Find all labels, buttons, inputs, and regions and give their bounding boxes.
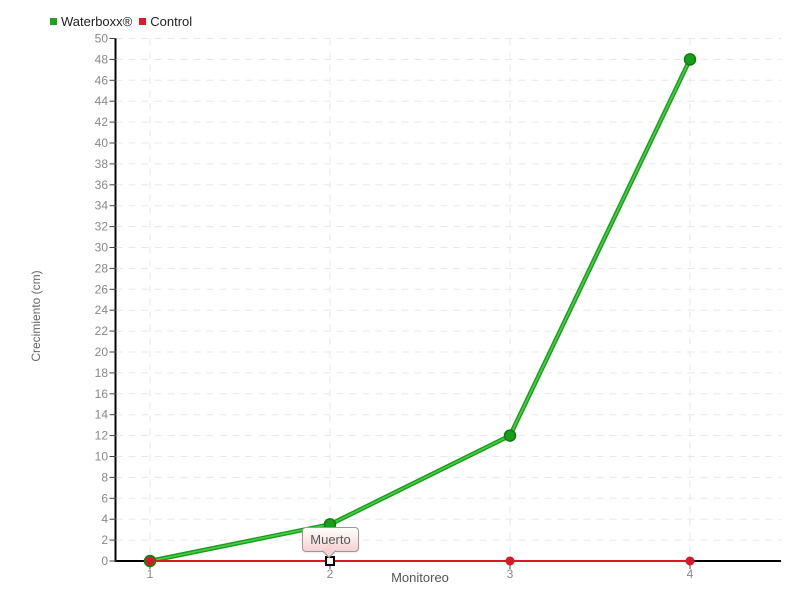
y-tick-label: 32 <box>95 220 109 234</box>
control-data-point[interactable] <box>145 556 155 566</box>
y-tick-label: 18 <box>95 366 109 380</box>
series-line-waterboxx-sheen <box>149 59 691 562</box>
y-axis-title: Crecimiento (cm) <box>29 270 43 362</box>
y-tick-label: 26 <box>95 282 109 296</box>
y-tick-label: 28 <box>95 261 109 275</box>
control-data-point[interactable] <box>505 556 515 566</box>
y-tick-label: 2 <box>101 533 108 547</box>
x-tick-label: 2 <box>327 567 334 581</box>
legend-label-control: Control <box>150 14 193 29</box>
legend-swatch-waterboxx-icon <box>50 18 57 25</box>
control-data-point[interactable] <box>685 556 695 566</box>
y-tick-label: 14 <box>95 408 109 422</box>
legend-swatch-control-icon <box>139 18 147 25</box>
x-tick-label: 1 <box>147 567 154 581</box>
y-tick-label: 10 <box>95 450 109 464</box>
waterboxx-data-point[interactable] <box>503 429 517 442</box>
legend-item-control: Control <box>139 14 192 29</box>
y-tick-label: 40 <box>95 136 109 150</box>
y-tick-label: 16 <box>95 387 109 401</box>
y-tick-label: 38 <box>95 157 109 171</box>
control-data-point-highlighted[interactable] <box>325 556 335 566</box>
y-tick-label: 4 <box>101 512 108 526</box>
gridlines <box>115 38 781 561</box>
y-tick-label: 36 <box>95 178 109 192</box>
x-axis-title: Monitoreo <box>391 570 449 585</box>
y-tick-label: 44 <box>95 94 109 108</box>
y-tick-label: 22 <box>95 324 109 338</box>
y-tick-label: 50 <box>95 32 109 46</box>
legend: Waterboxx® Control <box>50 14 199 29</box>
x-tick-label: 3 <box>507 567 514 581</box>
y-tick-label: 12 <box>95 429 109 443</box>
x-tick-label: 4 <box>687 567 694 581</box>
legend-label-waterboxx: Waterboxx® <box>61 14 133 29</box>
tooltip-muerto: Muerto <box>302 527 359 559</box>
tooltip-text: Muerto <box>310 532 351 547</box>
axis-ticks: 0246810121416182022242628303234363840424… <box>95 32 694 582</box>
y-tick-label: 0 <box>101 554 108 568</box>
y-tick-label: 24 <box>95 303 109 317</box>
waterboxx-data-point[interactable] <box>683 53 697 66</box>
y-tick-label: 6 <box>101 491 108 505</box>
y-tick-label: 48 <box>95 52 109 66</box>
y-tick-label: 20 <box>95 345 109 359</box>
y-tick-label: 34 <box>95 199 109 213</box>
y-tick-label: 42 <box>95 115 109 129</box>
legend-item-waterboxx: Waterboxx® <box>50 14 132 29</box>
y-tick-label: 30 <box>95 241 109 255</box>
y-tick-label: 46 <box>95 73 109 87</box>
y-tick-label: 8 <box>101 470 108 484</box>
